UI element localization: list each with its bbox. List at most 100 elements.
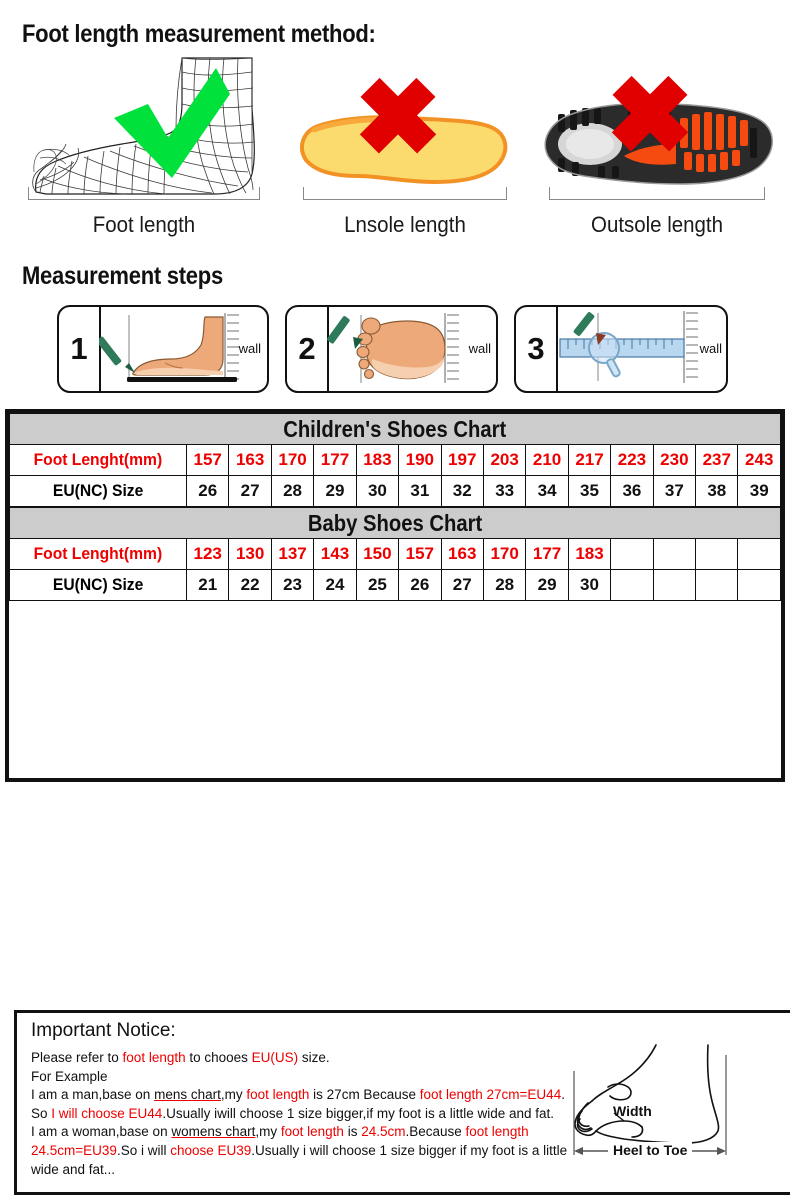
cell: 25 (355, 569, 400, 601)
page-title-method: Foot length measurement method: (22, 20, 376, 48)
children-foot-length-row: Foot Lenght(mm) 157 163 170 177 183 190 … (9, 444, 781, 476)
children-eu-size-label: EU(NC) Size (9, 475, 187, 507)
foot-measure-line (28, 187, 260, 200)
cell: 237 (695, 444, 739, 476)
important-notice-box: Important Notice: Please refer to foot l… (14, 1010, 790, 1195)
cell: 150 (355, 538, 400, 570)
panel-outsole-caption: Outsole length (591, 212, 723, 237)
cell: 137 (270, 538, 315, 570)
step-2-sole-foot-illustration (327, 307, 496, 391)
cell: 37 (652, 475, 697, 507)
outsole-illustration (528, 52, 786, 202)
notice-line: For Example (31, 1068, 576, 1087)
notice-line: I am a man,base on mens chart,my foot le… (31, 1086, 576, 1105)
notice-highlight: 24.5cm (361, 1124, 406, 1140)
notice-highlight: foot length (122, 1050, 186, 1065)
notice-text: size. (298, 1050, 330, 1065)
outsole-measure-line (548, 187, 766, 200)
notice-body: Please refer to foot length to chooes EU… (31, 1049, 576, 1179)
notice-highlight: foot length (465, 1124, 529, 1140)
children-chart-title-row: Children's Shoes Chart (9, 413, 781, 445)
cell: 170 (482, 538, 527, 570)
step-2-wall-label: wall (468, 341, 491, 356)
cell: 33 (482, 475, 527, 507)
notice-line: wide and fat... (31, 1161, 576, 1180)
notice-text: .So i will (116, 1142, 171, 1158)
cell: 143 (313, 538, 357, 570)
measurement-step-1: 1 wall (57, 305, 269, 393)
notice-highlight: foot length (246, 1087, 310, 1103)
cell: 243 (737, 444, 781, 476)
step-number: 1 (59, 307, 101, 391)
notice-text: is (343, 1124, 362, 1140)
cell: 34 (525, 475, 569, 507)
cell: 170 (270, 444, 315, 476)
cell: 35 (567, 475, 612, 507)
notice-highlight: foot length 27cm=EU44 (419, 1087, 562, 1103)
step-1-side-foot-illustration (96, 307, 267, 391)
notice-line: I am a woman,base on womens chart,my foo… (31, 1123, 576, 1142)
cell: 177 (525, 538, 569, 570)
cell: 210 (525, 444, 569, 476)
children-chart-title: Children's Shoes Chart (9, 413, 781, 445)
notice-highlight: choose EU39 (170, 1142, 252, 1158)
cell: 123 (185, 538, 230, 570)
cell: 29 (313, 475, 357, 507)
notice-text: I am a man,base on (31, 1087, 155, 1103)
panel-insole-caption: Lnsole length (344, 212, 466, 237)
baby-chart-title-row: Baby Shoes Chart (9, 507, 781, 539)
baby-shoes-chart: Baby Shoes Chart Foot Lenght(mm) 123 130… (9, 507, 781, 601)
baby-foot-length-label: Foot Lenght(mm) (9, 538, 187, 570)
magnifier-icon (588, 332, 621, 378)
notice-title: Important Notice: (31, 1020, 176, 1041)
page-title-steps: Measurement steps (22, 262, 223, 290)
notice-highlight: 24.5cm=EU39 (31, 1142, 117, 1158)
cell (695, 569, 739, 601)
step-number: 3 (516, 307, 558, 391)
cell (652, 569, 697, 601)
baby-chart-title: Baby Shoes Chart (9, 507, 781, 539)
cell: 197 (440, 444, 484, 476)
notice-text: .Because (405, 1124, 466, 1140)
baby-eu-size-row: EU(NC) Size 21 22 23 24 25 26 27 28 29 3… (9, 569, 781, 601)
cell (652, 538, 697, 570)
notice-text: So (31, 1105, 52, 1121)
insole-measure-line (303, 187, 507, 200)
cell: 27 (440, 569, 484, 601)
notice-text: For Example (31, 1068, 108, 1084)
notice-text: Please refer to (31, 1050, 123, 1065)
cell: 24 (313, 569, 357, 601)
cell: 36 (610, 475, 654, 507)
cell (737, 569, 781, 601)
notice-line: So I will choose EU44.Usually iwill choo… (31, 1105, 576, 1124)
baby-foot-length-row: Foot Lenght(mm) 123 130 137 143 150 157 … (9, 538, 781, 570)
panel-foot-length: Foot length (6, 52, 282, 242)
notice-text: .Usually iwill choose 1 size bigger,if m… (162, 1105, 555, 1121)
cell: 223 (610, 444, 654, 476)
children-shoes-chart: Children's Shoes Chart Foot Lenght(mm) 1… (9, 413, 781, 507)
notice-text: ,my (255, 1124, 281, 1140)
cell (610, 538, 654, 570)
baby-eu-size-label: EU(NC) Size (9, 569, 187, 601)
cell: 30 (567, 569, 612, 601)
cell: 163 (440, 538, 484, 570)
notice-text: I am a woman,base on (31, 1124, 172, 1140)
cell: 190 (398, 444, 442, 476)
cell: 26 (398, 569, 442, 601)
cell (610, 569, 654, 601)
cell: 23 (270, 569, 315, 601)
cell: 22 (228, 569, 272, 601)
cell: 177 (313, 444, 357, 476)
notice-text: ,my (220, 1087, 247, 1103)
children-eu-size-row: EU(NC) Size 26 27 28 29 30 31 32 33 34 3… (9, 475, 781, 507)
cell: 130 (228, 538, 272, 570)
cell: 29 (525, 569, 569, 601)
cell: 39 (737, 475, 781, 507)
cell: 183 (567, 538, 612, 570)
notice-highlight: I will choose EU44 (51, 1105, 163, 1121)
insole-illustration (284, 52, 526, 202)
notice-text: .Usually i will choose 1 size bigger if … (251, 1142, 568, 1158)
cell: 21 (185, 569, 230, 601)
foot-wireframe-illustration (6, 52, 282, 202)
cell: 38 (695, 475, 739, 507)
